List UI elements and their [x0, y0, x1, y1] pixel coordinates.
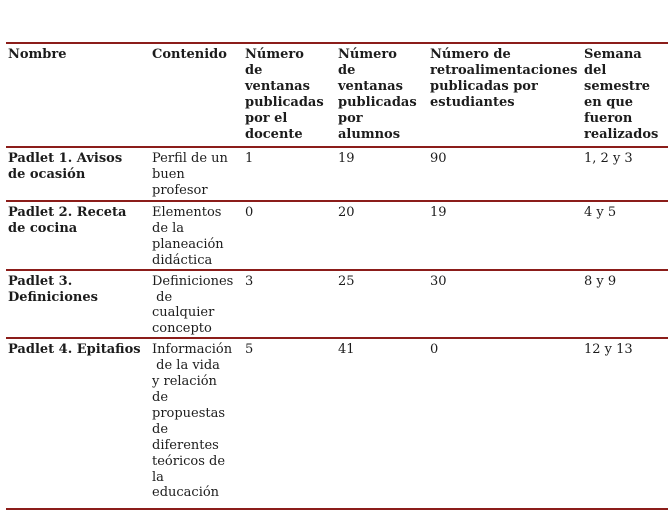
- cell-contenido: Definiciones de cualquier concepto: [152, 273, 234, 337]
- cell-nombre: Padlet 1. Avisos de ocasión: [8, 151, 123, 182]
- cell-ventanas-docente: 1: [245, 151, 254, 166]
- cell-contenido: Perfil de un buen profesor: [152, 151, 228, 198]
- table-row-padlet-1: Padlet 1. Avisos de ocasión Perfil de un…: [6, 146, 668, 200]
- header-contenido: Contenido: [152, 47, 227, 62]
- cell-retroalimentaciones: 30: [430, 273, 447, 289]
- table-row-padlet-4: Padlet 4. Epitafios Información de la vi…: [6, 337, 668, 508]
- cell-ventanas-alumnos: 19: [338, 151, 355, 166]
- cell-semana: 4 y 5: [584, 205, 617, 220]
- header-ventanas-alumnos: Número de ventanas publicadas por alumno…: [338, 47, 417, 142]
- header-retroalimentaciones: Número de retroalimentaciones publicadas…: [430, 47, 578, 110]
- header-semana: Semana del semestre en que fueron realiz…: [584, 47, 659, 142]
- cell-ventanas-alumnos: 20: [338, 205, 355, 220]
- header-nombre: Nombre: [8, 47, 67, 62]
- cell-ventanas-alumnos: 41: [338, 342, 355, 358]
- cell-nombre: Padlet 3. Definiciones: [8, 273, 98, 305]
- header-ventanas-docente: Número de ventanas publicadas por el doc…: [245, 47, 324, 142]
- cell-retroalimentaciones: 90: [430, 151, 447, 166]
- cell-ventanas-alumnos: 25: [338, 273, 355, 289]
- cell-nombre: Padlet 2. Receta de cocina: [8, 205, 127, 236]
- table-header-row: Nombre Contenido Número de ventanas publ…: [6, 42, 668, 146]
- padlet-activities-table: Nombre Contenido Número de ventanas publ…: [6, 42, 668, 511]
- table-row-padlet-3: Padlet 3. Definiciones Definiciones de c…: [6, 268, 668, 338]
- cell-semana: 12 y 13: [584, 342, 633, 358]
- cell-semana: 8 y 9: [584, 273, 617, 289]
- cell-contenido: Elementos de la planeación didáctica: [152, 205, 224, 268]
- cell-ventanas-docente: 5: [245, 342, 254, 358]
- cell-retroalimentaciones: 19: [430, 205, 447, 220]
- cell-semana: 1, 2 y 3: [584, 151, 633, 166]
- cell-nombre: Padlet 4. Epitafios: [8, 342, 141, 358]
- cell-ventanas-docente: 3: [245, 273, 254, 289]
- cell-contenido: Información de la vida y relación de pro…: [152, 342, 233, 501]
- cell-retroalimentaciones: 0: [430, 342, 439, 358]
- cell-ventanas-docente: 0: [245, 205, 254, 220]
- table-row-padlet-2: Padlet 2. Receta de cocina Elementos de …: [6, 200, 668, 269]
